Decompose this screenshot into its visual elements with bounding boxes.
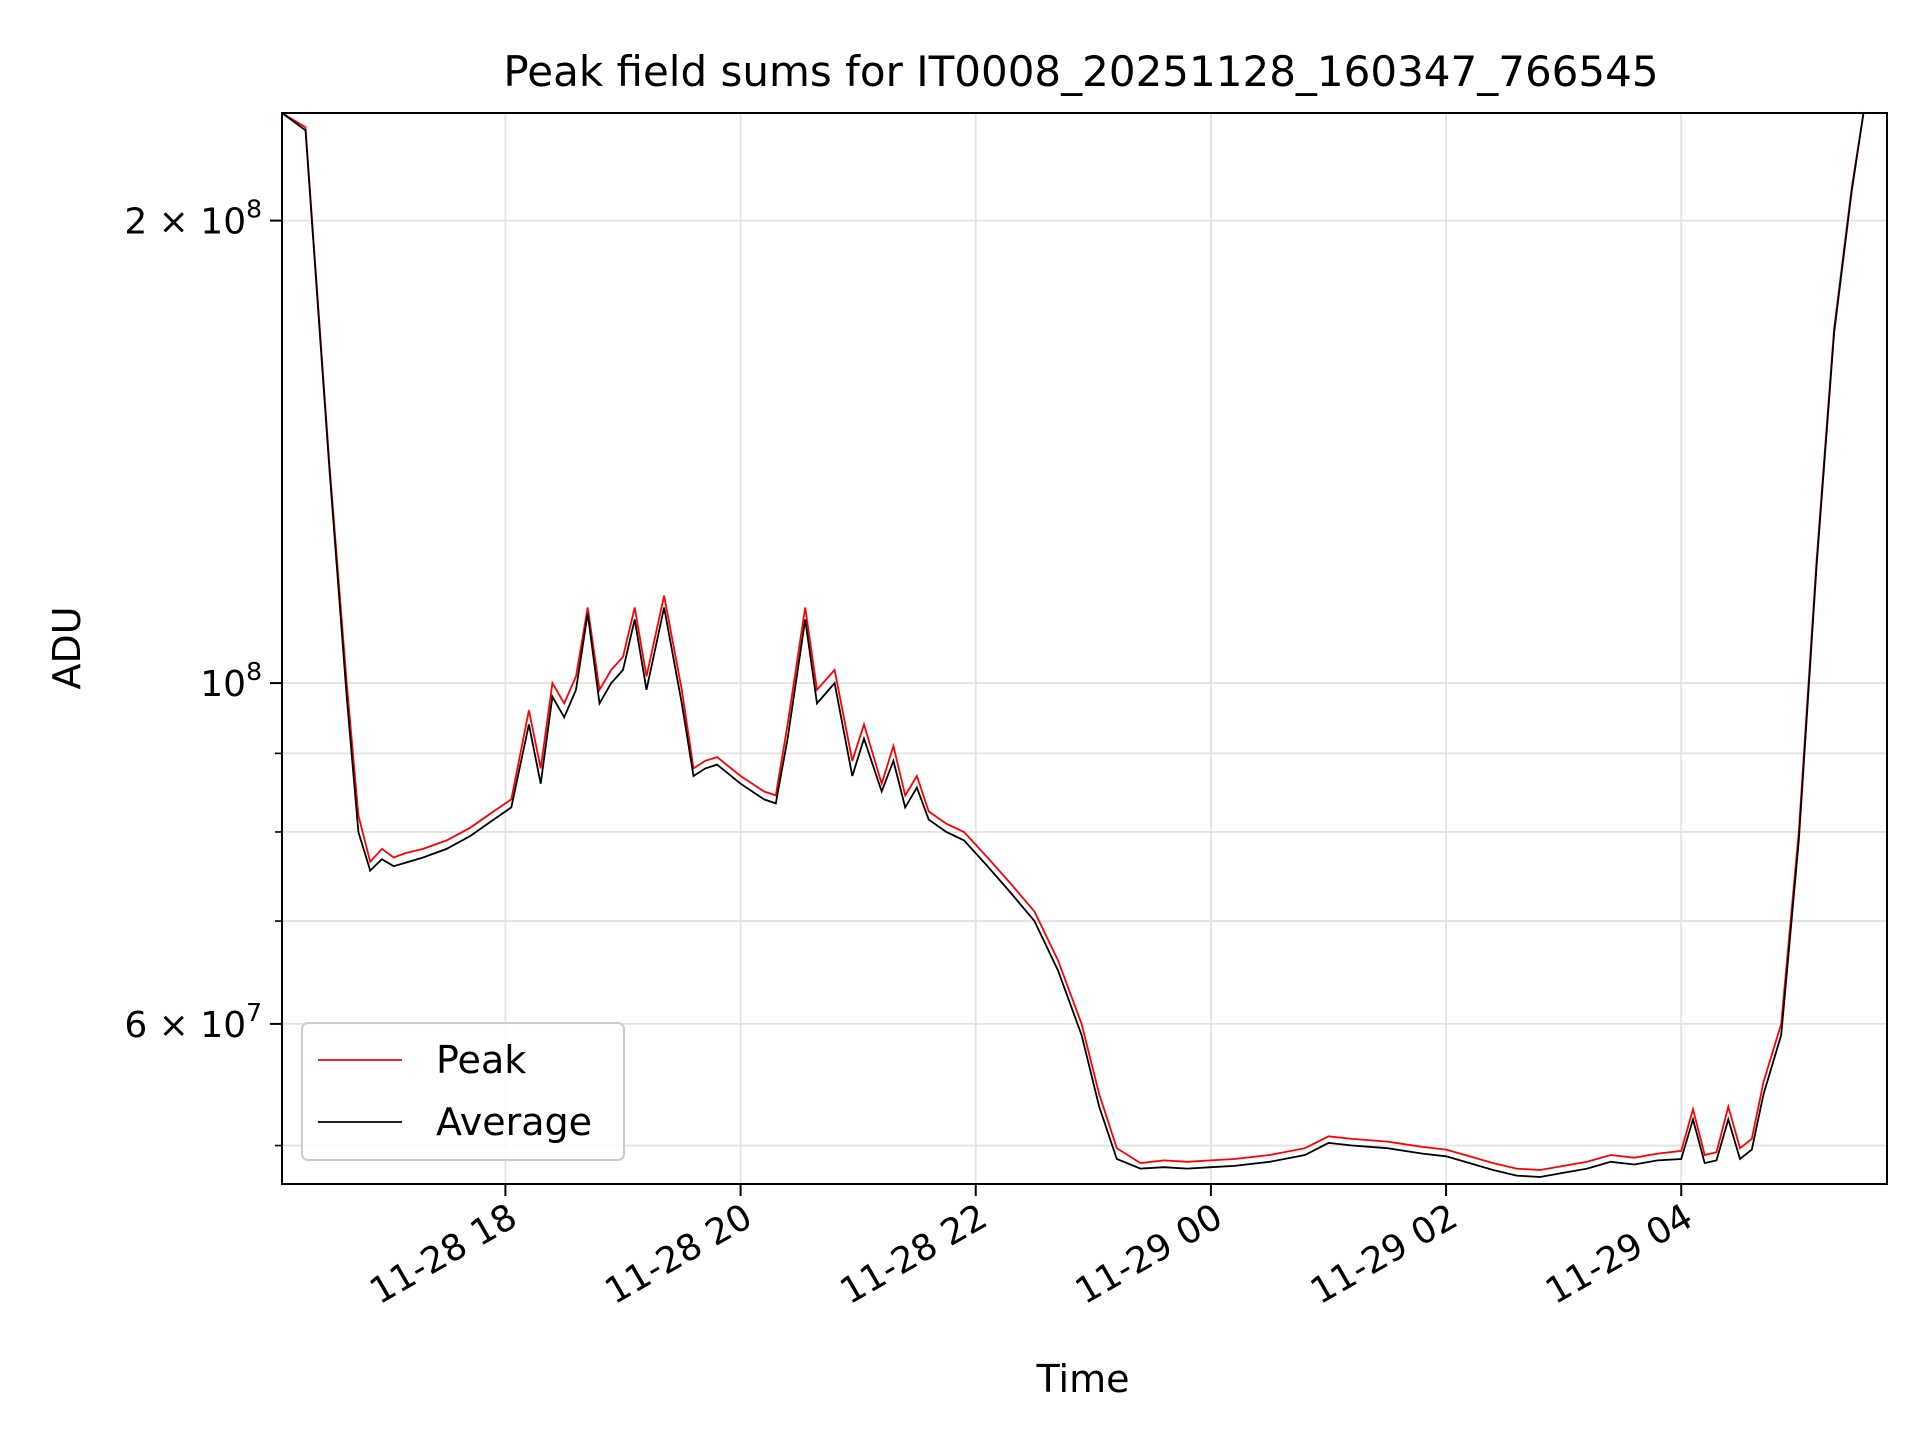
- x-axis-label: Time: [1036, 1357, 1130, 1401]
- y-tick-label: 108: [200, 657, 262, 705]
- plot-frame: [281, 112, 1888, 1185]
- y-axis: 6 × 107 108 2 × 108: [124, 195, 282, 1147]
- grid: [282, 113, 1887, 1184]
- chart-title: Peak field sums for IT0008_20251128_1603…: [503, 47, 1658, 96]
- legend[interactable]: Peak Average: [301, 1022, 625, 1161]
- legend-label-peak: Peak: [436, 1038, 526, 1082]
- series-line-average: [282, 113, 1887, 1178]
- legend-label-average: Average: [436, 1100, 592, 1144]
- y-axis-label: ADU: [45, 606, 89, 689]
- plot-area: [282, 113, 1887, 1178]
- y-tick-label: 6 × 107: [124, 998, 262, 1046]
- series-line-peak: [282, 113, 1887, 1171]
- y-tick-label: 2 × 108: [124, 195, 262, 243]
- legend-box: [301, 1022, 625, 1161]
